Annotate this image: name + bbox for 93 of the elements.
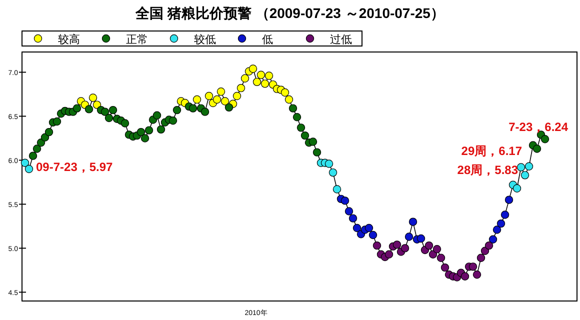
legend-label: 正常 bbox=[126, 33, 148, 46]
point bbox=[524, 162, 534, 170]
point bbox=[256, 70, 266, 79]
point bbox=[104, 114, 114, 122]
point bbox=[504, 196, 514, 204]
point bbox=[108, 106, 118, 114]
point bbox=[344, 207, 354, 216]
point bbox=[84, 105, 94, 114]
point bbox=[432, 244, 442, 254]
point bbox=[540, 135, 550, 144]
point bbox=[484, 241, 494, 250]
point bbox=[460, 272, 470, 280]
point bbox=[220, 97, 230, 106]
point bbox=[28, 152, 38, 160]
point bbox=[152, 111, 162, 120]
point bbox=[140, 134, 150, 142]
point bbox=[472, 270, 482, 279]
point bbox=[92, 100, 102, 109]
point bbox=[500, 210, 510, 219]
point bbox=[236, 84, 246, 92]
point bbox=[512, 184, 522, 192]
point bbox=[156, 125, 166, 134]
point bbox=[252, 78, 262, 86]
legend-label: 较高 bbox=[58, 33, 80, 46]
point bbox=[232, 92, 242, 100]
point bbox=[288, 104, 298, 112]
point bbox=[308, 138, 318, 146]
annotation: 29周，6.17 bbox=[461, 144, 522, 158]
point bbox=[332, 185, 342, 194]
point bbox=[168, 116, 178, 125]
point bbox=[408, 218, 418, 226]
point bbox=[324, 160, 334, 168]
point bbox=[36, 138, 46, 147]
point bbox=[136, 128, 146, 136]
point bbox=[476, 254, 486, 262]
annotation: 09-7-23，5.97 bbox=[36, 160, 114, 174]
point bbox=[328, 168, 338, 177]
point bbox=[404, 232, 414, 241]
point bbox=[204, 92, 214, 100]
point bbox=[264, 72, 274, 80]
legend-label: 过低 bbox=[330, 33, 352, 46]
point bbox=[24, 164, 34, 174]
point bbox=[392, 240, 402, 249]
point bbox=[200, 108, 210, 116]
point bbox=[384, 250, 394, 258]
point bbox=[348, 214, 358, 222]
point bbox=[40, 133, 50, 142]
point bbox=[520, 171, 530, 180]
point bbox=[296, 124, 306, 132]
point bbox=[224, 103, 234, 112]
point bbox=[300, 131, 310, 140]
point bbox=[32, 144, 42, 153]
annotation: 7-23，6.24 bbox=[508, 120, 568, 134]
point bbox=[240, 74, 250, 82]
point bbox=[480, 246, 490, 255]
point bbox=[496, 219, 506, 228]
point bbox=[372, 241, 382, 250]
point bbox=[292, 113, 302, 122]
point bbox=[192, 95, 202, 104]
point bbox=[212, 95, 222, 104]
point bbox=[260, 80, 270, 88]
point bbox=[120, 119, 130, 128]
point bbox=[352, 224, 362, 232]
point bbox=[488, 235, 498, 244]
point bbox=[144, 126, 154, 134]
point bbox=[424, 241, 434, 250]
point bbox=[400, 244, 410, 252]
point bbox=[436, 254, 446, 262]
point bbox=[364, 224, 374, 232]
point bbox=[428, 250, 438, 258]
point bbox=[368, 230, 378, 240]
point bbox=[52, 117, 62, 126]
chart-title: 全国 猪粮比价预警 （2009-07-23 ～2010-07-25） bbox=[134, 5, 444, 21]
point bbox=[468, 262, 478, 271]
point bbox=[280, 88, 290, 97]
point bbox=[532, 144, 542, 153]
point bbox=[216, 87, 226, 96]
point bbox=[88, 94, 98, 102]
point bbox=[248, 64, 258, 73]
legend-label: 低 bbox=[262, 34, 273, 46]
point bbox=[188, 104, 198, 112]
point bbox=[100, 108, 110, 116]
point bbox=[416, 234, 426, 243]
point bbox=[44, 128, 54, 136]
annotation: 28周，5.83 bbox=[457, 163, 518, 177]
point bbox=[172, 106, 182, 114]
point bbox=[440, 263, 450, 272]
legend-label: 较低 bbox=[194, 33, 216, 46]
point bbox=[340, 196, 350, 205]
point bbox=[72, 104, 82, 112]
point bbox=[492, 226, 502, 234]
point bbox=[284, 95, 294, 104]
point bbox=[312, 148, 322, 156]
